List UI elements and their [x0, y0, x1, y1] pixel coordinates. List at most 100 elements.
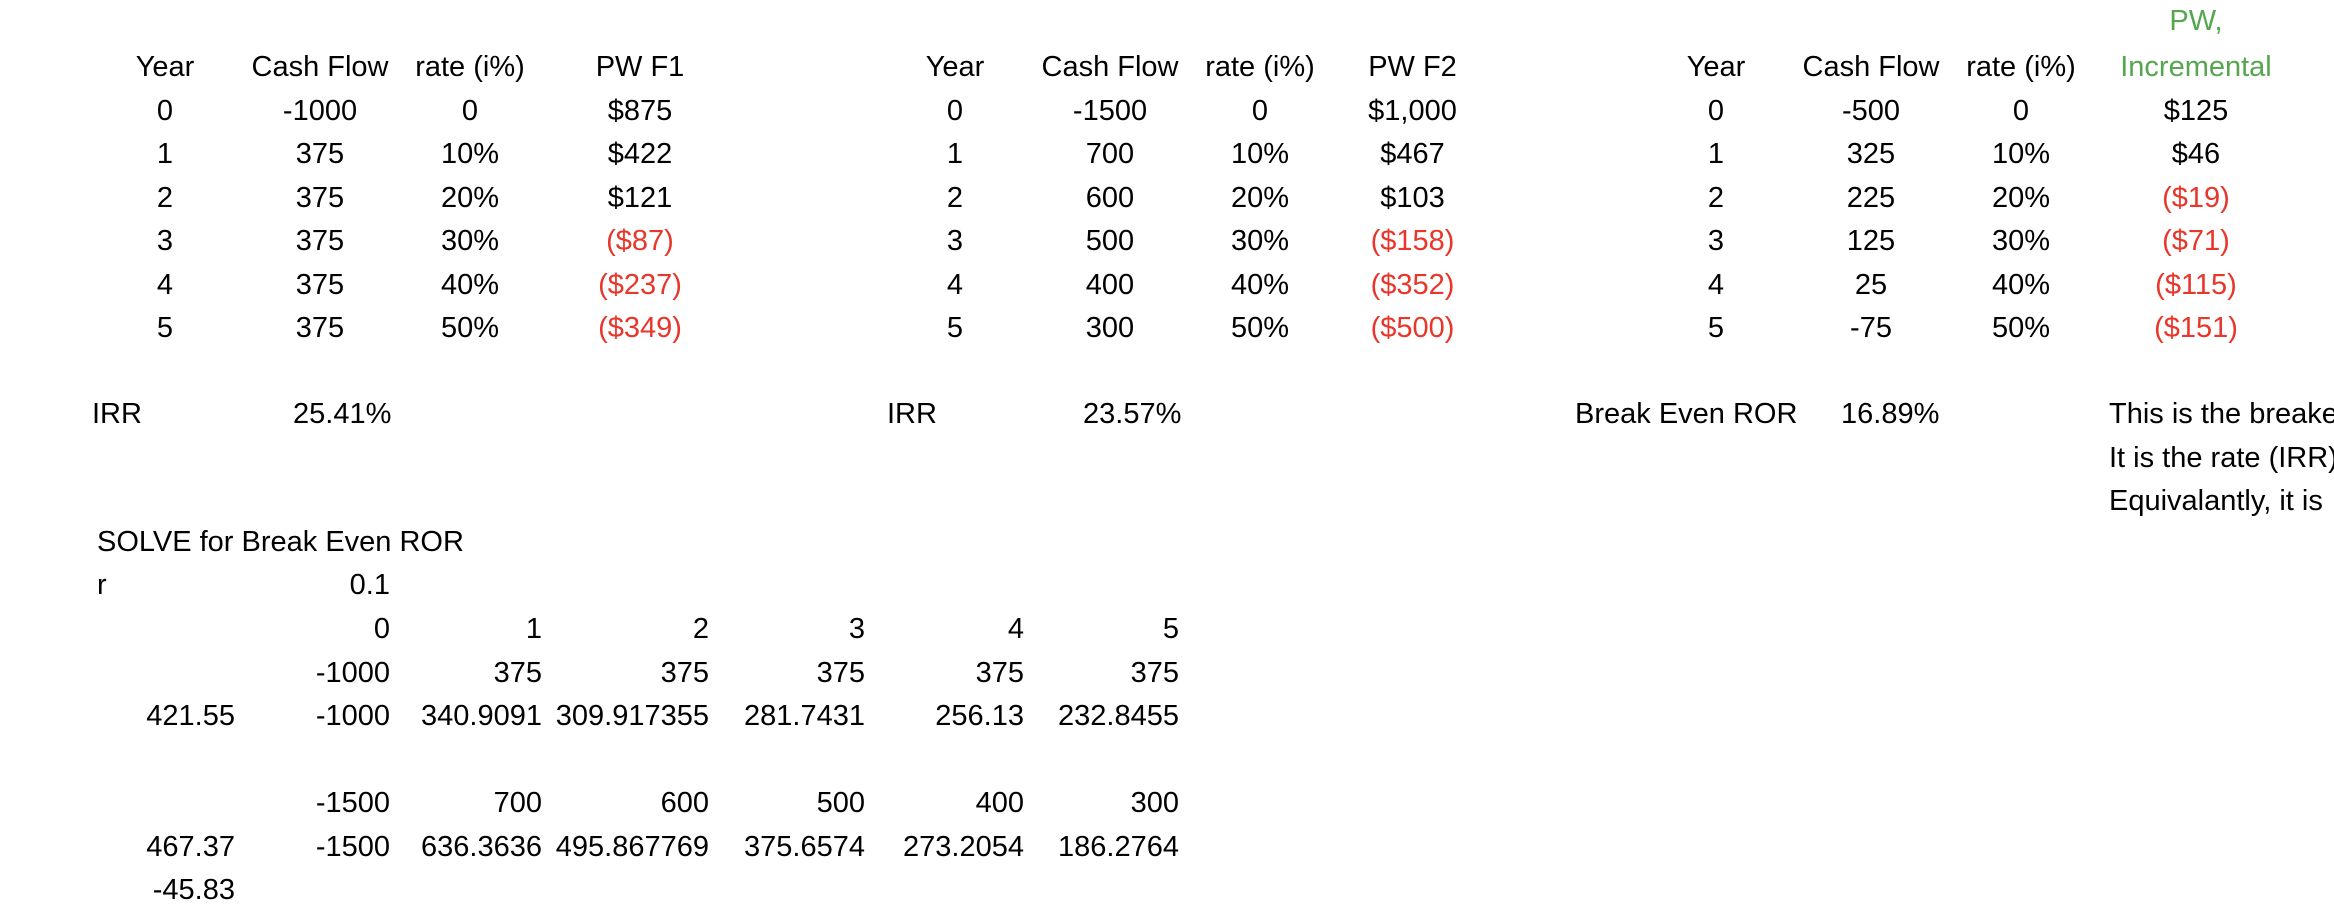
rate-cell[interactable]: 20%: [440, 181, 500, 214]
rate-cell[interactable]: 40%: [440, 268, 500, 301]
pw-cell[interactable]: ($151): [2154, 312, 2238, 344]
header-rate[interactable]: rate (i%): [1205, 51, 1315, 83]
pw-cell[interactable]: ($19): [2162, 181, 2230, 214]
irr2-label[interactable]: IRR: [887, 398, 937, 430]
year-cell[interactable]: 5: [156, 312, 174, 344]
year-cell[interactable]: 4: [156, 268, 174, 301]
cashflow-cell[interactable]: 225: [1846, 181, 1896, 214]
solver-cashflow1-cell[interactable]: 375: [493, 656, 542, 689]
breakeven-ror-value[interactable]: 16.89%: [1841, 398, 1940, 430]
pw-cell[interactable]: $46: [2171, 138, 2221, 170]
year-cell[interactable]: 0: [1707, 94, 1725, 127]
year-cell[interactable]: 4: [946, 268, 964, 301]
year-cell[interactable]: 4: [1707, 268, 1725, 301]
pw-cell[interactable]: ($500): [1370, 312, 1455, 344]
header-pw-incremental-line1[interactable]: PW,: [2169, 5, 2223, 37]
year-cell[interactable]: 2: [946, 181, 964, 214]
year-cell[interactable]: 2: [1707, 181, 1725, 214]
cashflow-cell[interactable]: 700: [1085, 138, 1135, 170]
year-cell[interactable]: 0: [156, 94, 174, 127]
solver-pw2-cell[interactable]: 273.2054: [903, 830, 1024, 863]
rate-cell[interactable]: 30%: [440, 225, 500, 257]
year-cell[interactable]: 1: [946, 138, 964, 170]
solver-r-value[interactable]: 0.1: [349, 569, 390, 601]
rate-cell[interactable]: 30%: [1991, 225, 2051, 257]
solver-pw1-cell[interactable]: 309.917355: [555, 700, 709, 732]
solver-pw1-cell[interactable]: 340.9091: [421, 700, 542, 732]
header-cashflow[interactable]: Cash Flow: [251, 51, 389, 83]
cashflow-cell[interactable]: 325: [1846, 138, 1896, 170]
pw-cell[interactable]: $121: [607, 181, 673, 214]
cashflow-cell[interactable]: -75: [1850, 312, 1892, 344]
solver-year-cell[interactable]: 5: [1162, 613, 1179, 645]
rate-cell[interactable]: 0: [2012, 94, 2030, 127]
solver-cashflow2-cell[interactable]: 300: [1130, 787, 1179, 819]
solver-cashflow1-cell[interactable]: 375: [1130, 656, 1179, 689]
year-cell[interactable]: 2: [156, 181, 174, 214]
header-year[interactable]: Year: [135, 51, 195, 83]
solver-cashflow1-cell[interactable]: -1000: [315, 656, 390, 689]
cashflow-cell[interactable]: 25: [1854, 268, 1888, 301]
pw-cell[interactable]: ($71): [2162, 225, 2230, 257]
irr1-label[interactable]: IRR: [92, 398, 142, 430]
solver-pw2-cell[interactable]: 186.2764: [1058, 830, 1179, 863]
cashflow-cell[interactable]: -500: [1841, 94, 1901, 127]
rate-cell[interactable]: 20%: [1230, 181, 1290, 214]
cashflow-cell[interactable]: 500: [1085, 225, 1135, 257]
year-cell[interactable]: 5: [1707, 312, 1725, 344]
header-cashflow[interactable]: Cash Flow: [1041, 51, 1179, 83]
solver-pw1-sum-cell[interactable]: 421.55: [146, 700, 235, 732]
solver-cashflow2-cell[interactable]: 700: [493, 787, 542, 819]
pw-cell[interactable]: ($115): [2155, 268, 2237, 301]
year-cell[interactable]: 3: [1707, 225, 1725, 257]
pw-cell[interactable]: ($87): [606, 225, 674, 257]
header-year[interactable]: Year: [1686, 51, 1746, 83]
cashflow-cell[interactable]: 400: [1085, 268, 1135, 301]
solver-cashflow1-cell[interactable]: 375: [660, 656, 709, 689]
solver-pw2-cell[interactable]: 375.6574: [744, 830, 865, 863]
year-cell[interactable]: 1: [156, 138, 174, 170]
year-cell[interactable]: 3: [946, 225, 964, 257]
solver-pw2-cell[interactable]: 636.3636: [421, 830, 542, 863]
pw-cell[interactable]: $1,000: [1368, 94, 1457, 127]
solver-cashflow1-cell[interactable]: 375: [816, 656, 865, 689]
rate-cell[interactable]: 0: [1251, 94, 1269, 127]
pw-cell[interactable]: ($349): [598, 312, 682, 344]
rate-cell[interactable]: 20%: [1991, 181, 2051, 214]
solver-cashflow2-cell[interactable]: 400: [975, 787, 1024, 819]
solver-pw2-sum-cell[interactable]: 467.37: [146, 830, 235, 863]
solver-year-cell[interactable]: 4: [1007, 613, 1024, 645]
cashflow-cell[interactable]: 375: [295, 138, 345, 170]
cashflow-cell[interactable]: 375: [295, 181, 345, 214]
note-line-1[interactable]: This is the breake: [2109, 398, 2334, 430]
year-cell[interactable]: 1: [1707, 138, 1725, 170]
header-pw-incremental-line2[interactable]: Incremental: [2120, 51, 2272, 83]
cashflow-cell[interactable]: -1000: [282, 94, 358, 127]
solver-pw1-cell[interactable]: 232.8455: [1058, 700, 1179, 732]
pw-cell[interactable]: ($158): [1370, 225, 1455, 257]
pw-cell[interactable]: $103: [1380, 181, 1445, 214]
rate-cell[interactable]: 10%: [1991, 138, 2051, 170]
pw-cell[interactable]: ($352): [1370, 268, 1455, 301]
note-line-2[interactable]: It is the rate (IRR): [2109, 441, 2334, 474]
cashflow-cell[interactable]: 300: [1085, 312, 1135, 344]
solver-title[interactable]: SOLVE for Break Even ROR: [97, 526, 464, 558]
rate-cell[interactable]: 30%: [1230, 225, 1290, 257]
cashflow-cell[interactable]: -1500: [1072, 94, 1148, 127]
breakeven-ror-label[interactable]: Break Even ROR: [1575, 398, 1798, 430]
cashflow-cell[interactable]: 375: [295, 225, 345, 257]
rate-cell[interactable]: 40%: [1991, 268, 2051, 301]
solver-r-label[interactable]: r: [97, 569, 107, 601]
pw-cell[interactable]: $467: [1380, 138, 1445, 170]
note-line-3[interactable]: Equivalantly, it is: [2109, 485, 2323, 517]
pw-cell[interactable]: ($237): [598, 268, 682, 301]
year-cell[interactable]: 3: [156, 225, 174, 257]
solver-year-cell[interactable]: 2: [692, 613, 709, 645]
pw-cell[interactable]: $875: [607, 94, 673, 127]
solver-cashflow2-cell[interactable]: -1500: [315, 787, 390, 819]
rate-cell[interactable]: 50%: [1991, 312, 2051, 344]
rate-cell[interactable]: 50%: [1230, 312, 1290, 344]
year-cell[interactable]: 0: [946, 94, 964, 127]
pw-cell[interactable]: $125: [2163, 94, 2229, 127]
cashflow-cell[interactable]: 600: [1085, 181, 1135, 214]
